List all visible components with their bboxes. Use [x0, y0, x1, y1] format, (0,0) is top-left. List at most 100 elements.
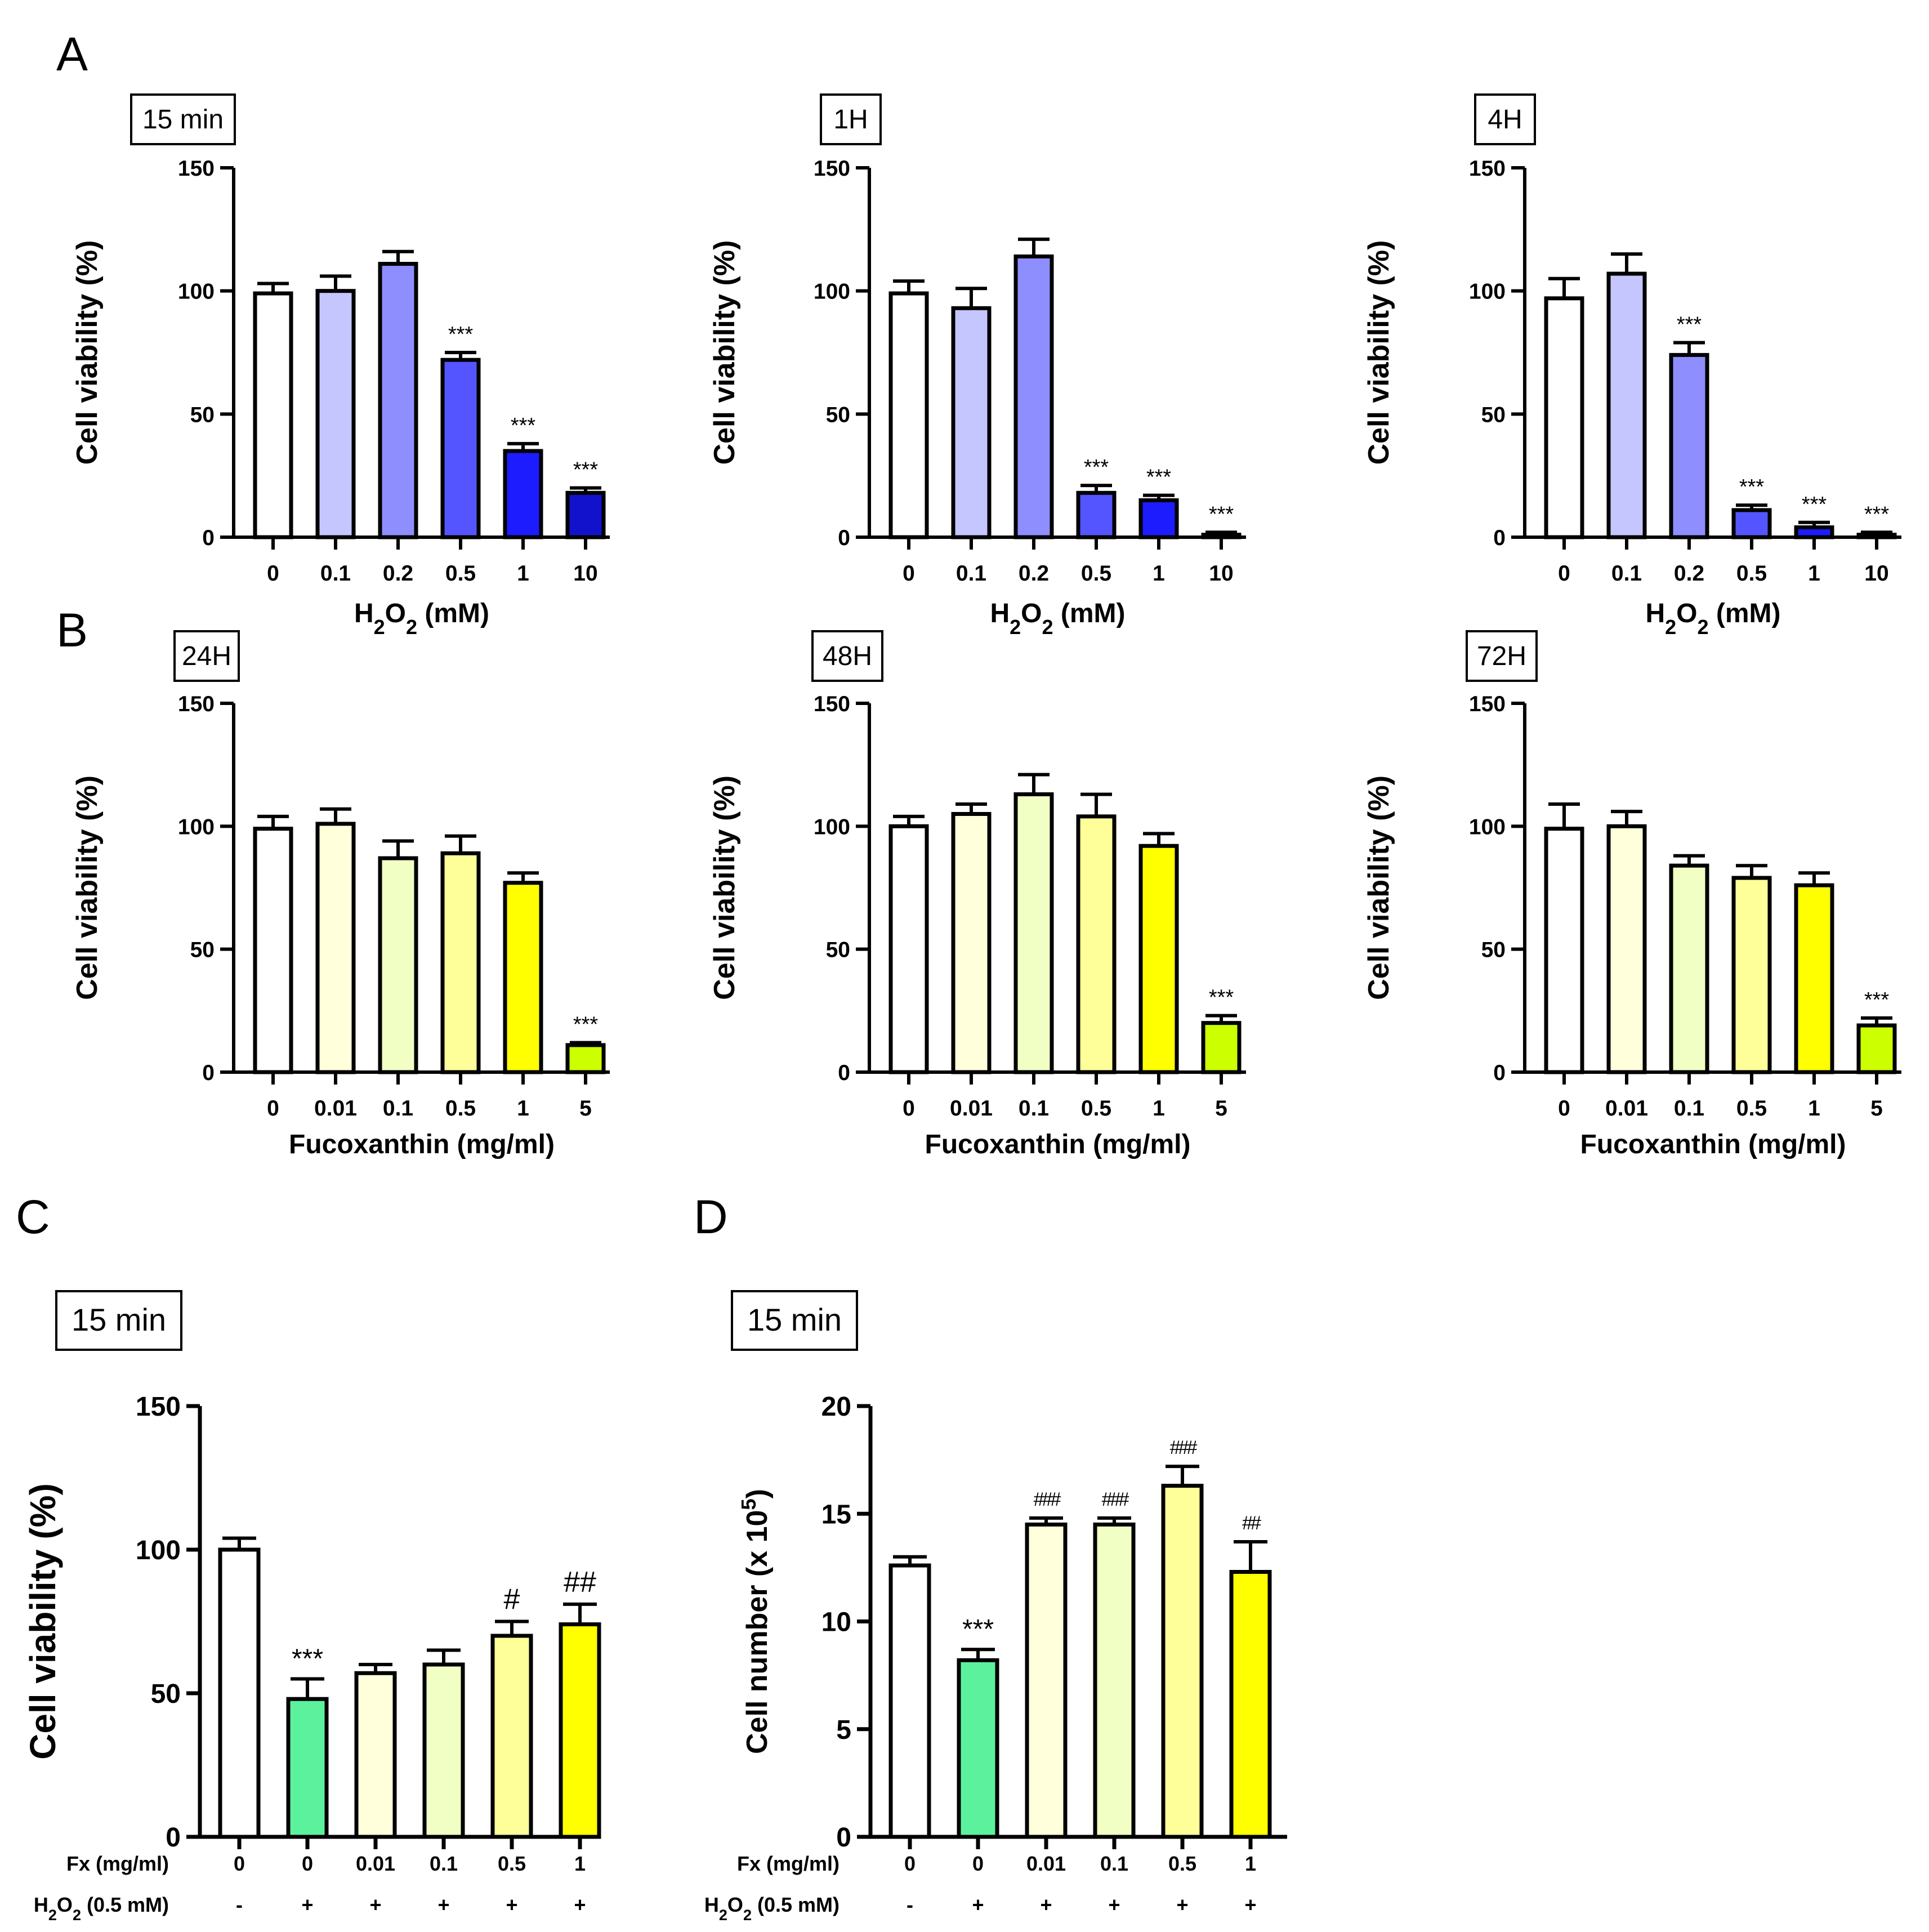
bar	[1731, 508, 1772, 539]
x-tick-label: 0.01	[1605, 1096, 1648, 1121]
bar	[1013, 254, 1054, 539]
chart-a3: 4H 0 50 100 150 Cell viability (%) 0 0.1 *** 0.2 *…	[1363, 93, 1901, 639]
y-tick-label: 0	[202, 526, 215, 550]
x-tick-label: 5	[1870, 1096, 1883, 1121]
bar	[378, 856, 418, 1074]
bar	[315, 289, 356, 539]
bar	[559, 1622, 601, 1839]
bar	[1856, 1023, 1897, 1074]
bar	[218, 1547, 261, 1839]
h2o2-value: +	[301, 1893, 313, 1916]
bar	[1669, 353, 1709, 539]
h2o2-row-label: H2O2 (0.5 mM)	[34, 1893, 169, 1924]
y-axis-title: Cell viability (%)	[1363, 240, 1395, 465]
y-tick-label: 50	[826, 403, 850, 427]
timepoint-label: 24H	[182, 641, 231, 671]
bar	[503, 449, 543, 539]
y-tick-label: 50	[1481, 938, 1506, 962]
fx-row-label: Fx (mg/ml)	[66, 1852, 169, 1875]
fx-value: 0.5	[1168, 1852, 1196, 1875]
significance-mark: ***	[511, 414, 536, 438]
y-tick-label: 150	[1469, 157, 1506, 181]
bar	[1076, 814, 1117, 1074]
y-axis-title: Cell viability (%)	[708, 240, 741, 465]
bar	[1544, 827, 1584, 1074]
x-axis-title: H2O2 (mM)	[354, 599, 489, 639]
bar	[1161, 1484, 1204, 1839]
x-tick-label: 0.5	[1081, 1096, 1111, 1121]
x-tick-label: 0.2	[383, 561, 413, 586]
x-tick-label: 10	[573, 561, 597, 586]
bar	[888, 291, 929, 539]
bar	[1138, 844, 1179, 1074]
fx-value: 0.01	[1026, 1852, 1066, 1875]
y-tick-label: 150	[1469, 692, 1506, 716]
chart-b2: 48H 0 50 100 150 Cell viability (%) 0 0.01 0.1 0.…	[708, 630, 1246, 1159]
y-tick-label: 0	[1493, 526, 1506, 550]
significance-mark: ***	[1864, 988, 1890, 1012]
timepoint-box	[1474, 93, 1536, 145]
significance-mark: ***	[1209, 502, 1234, 526]
bar	[951, 812, 992, 1074]
significance-mark: ***	[1677, 313, 1702, 337]
chart-b3: 72H 0 50 100 150 Cell viability (%) 0 0.01 0.1 0.…	[1363, 630, 1901, 1159]
h2o2-value: +	[1176, 1893, 1188, 1916]
x-tick-label: 0.1	[1611, 561, 1642, 586]
fx-value: 0.1	[430, 1852, 458, 1875]
h2o2-value: -	[907, 1893, 913, 1916]
y-tick-label: 100	[136, 1536, 181, 1565]
y-tick-label: 100	[1469, 280, 1506, 304]
bar	[1731, 876, 1772, 1074]
x-tick-label: 0	[903, 561, 915, 586]
y-tick-label: 100	[814, 280, 850, 304]
timepoint-box	[55, 1290, 182, 1351]
bar	[1669, 863, 1709, 1074]
y-axis-title: Cell viability (%)	[708, 775, 741, 1000]
y-tick-label: 0	[1493, 1061, 1506, 1085]
significance-mark: ***	[1739, 475, 1765, 499]
significance-mark: ***	[448, 323, 474, 346]
timepoint-label: 15 min	[142, 105, 224, 135]
y-tick-label: 10	[821, 1608, 851, 1637]
x-tick-label: 0.5	[1081, 561, 1111, 586]
significance-mark: ***	[962, 1614, 994, 1644]
timepoint-box	[820, 93, 882, 145]
h2o2-value: +	[369, 1893, 381, 1916]
bar	[951, 306, 992, 539]
x-tick-label: 0.5	[1736, 561, 1767, 586]
y-tick-label: 100	[814, 815, 850, 839]
bar	[1544, 296, 1584, 539]
y-tick-label: 150	[136, 1392, 181, 1422]
significance-mark: ###	[1170, 1437, 1198, 1458]
bar	[1794, 525, 1834, 539]
timepoint-label: 1H	[833, 105, 868, 135]
x-tick-label: 5	[579, 1096, 592, 1121]
x-tick-label: 0.2	[1674, 561, 1704, 586]
h2o2-value: +	[574, 1893, 586, 1916]
bar	[422, 1662, 465, 1839]
h2o2-row-label: H2O2 (0.5 mM)	[704, 1893, 840, 1924]
y-axis-title: Cell viability (%)	[71, 775, 104, 1000]
x-tick-label: 1	[1153, 561, 1165, 586]
fx-value: 0.1	[1100, 1852, 1128, 1875]
x-axis-title: Fucoxanthin (mg/ml)	[925, 1130, 1191, 1159]
fx-value: 1	[1245, 1852, 1256, 1875]
fx-value: 0.01	[356, 1852, 395, 1875]
x-axis-title: H2O2 (mM)	[990, 599, 1125, 639]
significance-mark: ##	[564, 1566, 596, 1599]
significance-mark: ***	[1802, 493, 1827, 516]
x-tick-label: 0.5	[1736, 1096, 1767, 1121]
bar	[888, 1563, 931, 1839]
y-tick-label: 20	[821, 1392, 851, 1422]
x-tick-label: 0.5	[445, 1096, 476, 1121]
x-tick-label: 10	[1209, 561, 1233, 586]
panel-label-d: D	[694, 1190, 728, 1243]
x-tick-label: 0.1	[1019, 1096, 1049, 1121]
fx-value: 0	[234, 1852, 245, 1875]
bar	[1794, 883, 1834, 1074]
h2o2-value: +	[506, 1893, 517, 1916]
significance-mark: ***	[1084, 456, 1109, 479]
y-tick-label: 0	[838, 1061, 850, 1085]
